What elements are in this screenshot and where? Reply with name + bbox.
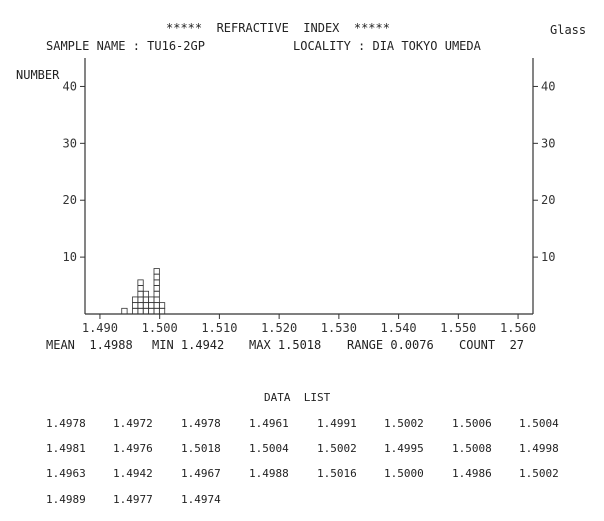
- data-list-value: 1.4963: [46, 467, 86, 480]
- histogram-cell: [153, 268, 160, 275]
- data-list-value: 1.4991: [317, 417, 357, 430]
- histogram-cell: [142, 290, 150, 298]
- data-list-value: 1.5002: [384, 417, 424, 430]
- data-list-value: 1.5002: [519, 467, 559, 480]
- histogram-cell: [142, 296, 150, 304]
- data-list-value: 1.5004: [249, 442, 289, 455]
- histogram-bar: [121, 307, 128, 315]
- histogram-bar: [158, 302, 166, 315]
- x-tick-label: 1.540: [381, 321, 417, 335]
- data-list-value: 1.4942: [113, 467, 153, 480]
- histogram-cell: [132, 296, 139, 304]
- data-list-value: 1.4978: [46, 417, 86, 430]
- histogram-cell: [132, 307, 139, 315]
- x-tick-label: 1.520: [261, 321, 297, 335]
- y-tick-label-right: 10: [541, 250, 555, 264]
- y-tick-label-right: 30: [541, 136, 555, 150]
- data-list-value: 1.4988: [249, 467, 289, 480]
- histogram-cell: [153, 290, 160, 298]
- data-list-value: 1.4961: [249, 417, 289, 430]
- histogram-cell: [137, 279, 144, 286]
- histogram-cell: [153, 279, 160, 286]
- histogram-cell: [137, 290, 144, 298]
- histogram-cell: [148, 307, 155, 315]
- histogram-cell: [153, 285, 160, 292]
- histogram-bar: [153, 268, 160, 315]
- histogram-bar: [148, 296, 155, 315]
- data-list-value: 1.5000: [384, 467, 424, 480]
- data-list-value: 1.5004: [519, 417, 559, 430]
- stat-range: RANGE 0.0076: [347, 338, 434, 352]
- histogram-cell: [121, 307, 128, 315]
- x-tick-label: 1.500: [142, 321, 178, 335]
- histogram-bar: [137, 279, 144, 315]
- data-list-value: 1.5002: [317, 442, 357, 455]
- histogram-bar: [142, 290, 150, 315]
- data-list-value: 1.4978: [181, 417, 221, 430]
- stat-min: MIN 1.4942: [152, 338, 225, 352]
- histogram-cell: [142, 302, 150, 309]
- x-tick-label: 1.490: [82, 321, 118, 335]
- histogram-cell: [137, 302, 144, 309]
- y-tick-label-right: 20: [541, 193, 555, 207]
- data-list-title: DATA LIST: [264, 391, 331, 404]
- locality: LOCALITY : DIA TOKYO UMEDA: [293, 39, 481, 53]
- data-list-value: 1.4977: [113, 493, 153, 506]
- data-list-value: 1.4967: [181, 467, 221, 480]
- data-list-value: 1.4972: [113, 417, 153, 430]
- stat-max: MAX 1.5018: [249, 338, 322, 352]
- histogram-cell: [132, 302, 139, 309]
- histogram-cell: [158, 307, 166, 315]
- histogram-cell: [142, 307, 150, 315]
- data-list-value: 1.5008: [452, 442, 492, 455]
- stat-count: COUNT 27: [459, 338, 525, 352]
- data-list-value: 1.5018: [181, 442, 221, 455]
- x-tick-label: 1.550: [440, 321, 476, 335]
- y-tick-label-left: 20: [63, 193, 77, 207]
- x-tick-label: 1.560: [500, 321, 536, 335]
- histogram-bar: [132, 296, 139, 315]
- data-list-value: 1.4989: [46, 493, 86, 506]
- histogram-cell: [153, 307, 160, 315]
- histogram-cell: [153, 296, 160, 304]
- histogram-cell: [137, 296, 144, 304]
- data-list-value: 1.4986: [452, 467, 492, 480]
- glass-label: Glass: [550, 23, 587, 37]
- histogram-cell: [153, 302, 160, 309]
- y-tick-label-left: 40: [63, 79, 77, 93]
- y-axis-label: NUMBER: [16, 68, 60, 82]
- y-tick-label-left: 30: [63, 136, 77, 150]
- x-tick-label: 1.510: [201, 321, 237, 335]
- data-list-value: 1.4995: [384, 442, 424, 455]
- data-list-value: 1.4981: [46, 442, 86, 455]
- histogram-cell: [137, 285, 144, 292]
- histogram-cell: [137, 307, 144, 315]
- y-tick-label-right: 40: [541, 79, 555, 93]
- data-list-value: 1.5016: [317, 467, 357, 480]
- histogram-cell: [153, 273, 160, 281]
- sample-name: SAMPLE NAME : TU16-2GP: [46, 39, 205, 53]
- data-list-value: 1.4998: [519, 442, 559, 455]
- histogram-cell: [148, 296, 155, 304]
- y-tick-label-left: 10: [63, 250, 77, 264]
- data-list-value: 1.4974: [181, 493, 221, 506]
- data-list-value: 1.4976: [113, 442, 153, 455]
- histogram-cell: [158, 302, 166, 309]
- histogram-cell: [148, 302, 155, 309]
- data-list-value: 1.5006: [452, 417, 492, 430]
- stat-mean: MEAN 1.4988: [46, 338, 133, 352]
- x-tick-label: 1.530: [321, 321, 357, 335]
- chart-title: ***** REFRACTIVE INDEX *****: [166, 21, 390, 35]
